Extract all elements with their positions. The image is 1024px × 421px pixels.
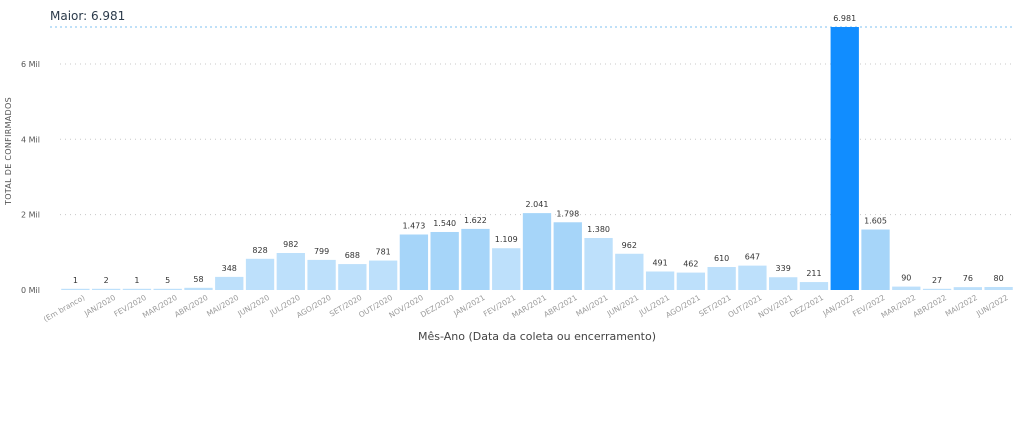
data-label: 1.540: [433, 219, 456, 228]
bar-mar-2021[interactable]: [522, 213, 552, 290]
data-label: 962: [622, 241, 637, 250]
data-label: 348: [222, 264, 237, 273]
y-tick-label: 4 Mil: [21, 135, 40, 144]
data-label: 610: [714, 254, 729, 263]
data-label: 1.473: [402, 222, 425, 231]
x-tick-label: MAI/2021: [574, 293, 609, 319]
x-tick-label: ABR/2022: [911, 293, 948, 319]
bar-jan-2021[interactable]: [461, 228, 490, 290]
bar-abr-2022[interactable]: [922, 288, 952, 290]
data-label: 58: [193, 275, 203, 284]
data-label: 5: [165, 276, 170, 285]
bar-mai-2021[interactable]: [584, 238, 613, 290]
x-tick-label: JAN/2021: [451, 293, 486, 319]
bar-ago-2020[interactable]: [307, 259, 336, 290]
bar-set-2021[interactable]: [707, 267, 736, 290]
x-tick-label: DEZ/2020: [419, 293, 456, 320]
data-label: 1: [134, 276, 139, 285]
bar-jun-2021[interactable]: [615, 253, 644, 290]
data-label: 828: [252, 246, 267, 255]
bar-ago-2021[interactable]: [676, 272, 706, 290]
x-tick-label: AGO/2020: [295, 293, 333, 320]
data-label: 2.041: [526, 200, 549, 209]
x-axis-ticks: (Em branco)JAN/2020FEV/2020MAR/2020ABR/2…: [42, 293, 1010, 324]
bar-set-2020[interactable]: [338, 264, 367, 290]
y-tick-label: 2 Mil: [21, 211, 40, 220]
bar-dez-2020[interactable]: [430, 231, 459, 290]
bar-fev-2020[interactable]: [122, 288, 152, 290]
x-tick-label: MAI/2020: [205, 293, 240, 319]
x-tick-label: AGO/2021: [664, 293, 702, 320]
data-label: 982: [283, 240, 298, 249]
bar-out-2021[interactable]: [738, 265, 767, 290]
data-label: 799: [314, 247, 329, 256]
max-reference-label: Maior: 6.981: [50, 9, 125, 23]
data-label: 80: [994, 274, 1004, 283]
data-label: 647: [745, 253, 760, 262]
x-tick-label: ABR/2020: [173, 293, 210, 319]
data-label: 1.798: [556, 209, 579, 218]
x-tick-label: JAN/2022: [821, 293, 856, 319]
x-tick-label: NOV/2020: [387, 293, 425, 320]
bar-jul-2021[interactable]: [645, 271, 675, 290]
x-tick-label: MAI/2022: [944, 293, 979, 319]
x-axis-title: Mês-Ano (Data da coleta ou encerramento): [418, 330, 656, 343]
bar-nov-2020[interactable]: [399, 234, 429, 290]
bar-abr-2020[interactable]: [184, 287, 213, 290]
x-tick-label: MAR/2022: [880, 293, 918, 320]
x-tick-label: JUN/2020: [235, 293, 271, 319]
bar-nov-2021[interactable]: [769, 277, 798, 290]
bar-jan-2020[interactable]: [92, 288, 121, 290]
data-label: 1.605: [864, 217, 887, 226]
y-axis-title: TOTAL DE CONFIRMADOS: [4, 97, 13, 206]
x-tick-label: MAR/2021: [510, 293, 548, 320]
bars: [61, 27, 1013, 290]
data-label: 688: [345, 251, 360, 260]
data-labels: 1 2 1 5 58 348 828 982 799 688 781 1.473 1.540 1.622 1…: [73, 14, 1004, 285]
x-tick-label: MAR/2020: [141, 293, 179, 320]
bar-jul-2020[interactable]: [276, 253, 305, 290]
data-label: 491: [652, 259, 667, 268]
data-label: 339: [776, 264, 791, 273]
bar-dez-2021[interactable]: [799, 282, 829, 290]
bar-abr-2021[interactable]: [553, 222, 582, 290]
data-label: 6.981: [833, 14, 856, 23]
bar-fev-2021[interactable]: [492, 248, 521, 290]
x-tick-label: JAN/2020: [82, 293, 117, 319]
data-label: 1.380: [587, 225, 610, 234]
y-tick-label: 0 Mil: [21, 286, 40, 295]
x-tick-label: ABR/2021: [542, 293, 579, 319]
data-label: 76: [963, 274, 973, 283]
y-axis-ticks: 0 Mil 2 Mil 4 Mil 6 Mil: [21, 60, 40, 295]
x-tick-label: (Em branco): [42, 293, 87, 324]
bar-jun-2022[interactable]: [984, 286, 1013, 290]
bar-mai-2022[interactable]: [953, 287, 982, 290]
bar-mai-2020[interactable]: [215, 276, 244, 290]
data-label: 462: [683, 260, 698, 269]
bar-fev-2022[interactable]: [861, 229, 890, 290]
x-tick-label: NOV/2021: [757, 293, 795, 320]
gridlines: [60, 63, 1014, 216]
data-label: 2: [104, 276, 109, 285]
x-tick-label: DEZ/2021: [788, 293, 825, 320]
bar-mar-2020[interactable]: [153, 288, 182, 290]
data-label: 90: [901, 274, 911, 283]
bar-jan-2022[interactable]: [830, 27, 859, 290]
data-label: 27: [932, 276, 942, 285]
y-tick-label: 6 Mil: [21, 60, 40, 69]
bar-jun-2020[interactable]: [245, 258, 275, 290]
data-label: 211: [806, 269, 821, 278]
bar-out-2020[interactable]: [368, 260, 398, 290]
bar--em-branco-[interactable]: [61, 288, 90, 290]
data-label: 1.109: [495, 235, 518, 244]
data-label: 1: [73, 276, 78, 285]
x-tick-label: JUN/2022: [974, 293, 1010, 319]
x-tick-label: JUN/2021: [605, 293, 641, 319]
data-label: 1.622: [464, 216, 487, 225]
bar-mar-2022[interactable]: [892, 286, 921, 290]
data-label: 781: [375, 248, 390, 257]
